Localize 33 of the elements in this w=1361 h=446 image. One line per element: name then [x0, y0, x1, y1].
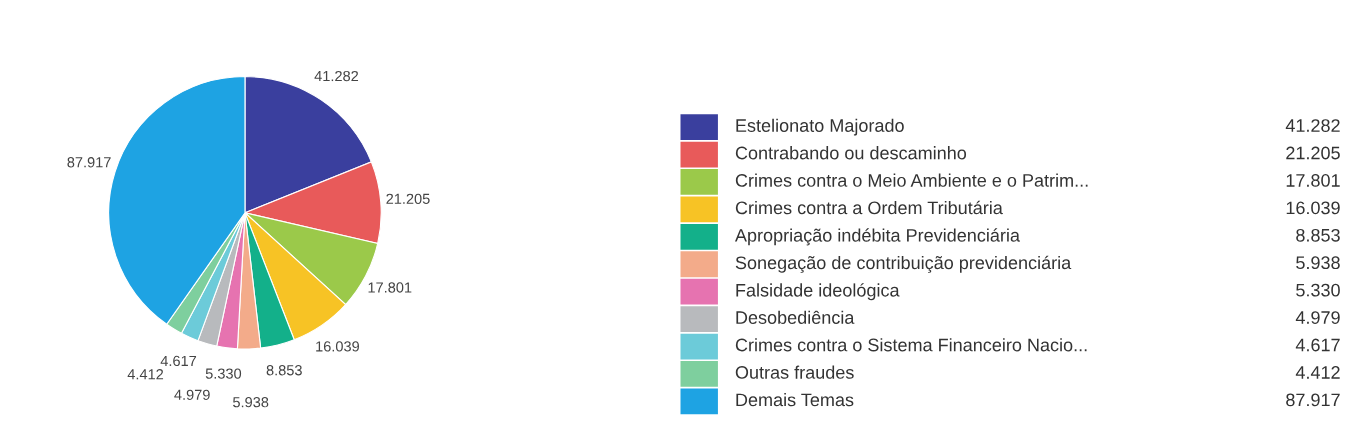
legend-label: Desobediência — [736, 310, 855, 324]
text: 87.917 — [1286, 393, 1340, 407]
text: 4.979 — [1295, 311, 1340, 324]
legend-label: Apropriação indébita Previdenciária — [734, 228, 1020, 246]
text: 16.039 — [1286, 201, 1340, 215]
data-label: 17.801 — [368, 282, 412, 293]
data-label: 8.853 — [266, 365, 302, 376]
legend-label: Demais Temas — [736, 392, 854, 407]
text: 41.282 — [1285, 119, 1340, 132]
data-label: 4.412 — [127, 369, 164, 380]
text: 21.205 — [1286, 146, 1340, 160]
legend-label: Falsidade ideológica — [736, 283, 900, 301]
text: 8.853 — [1296, 228, 1340, 242]
legend-label: Crimes contra o Meio Ambiente e o Patrim... — [735, 173, 1088, 187]
legend-label: Crimes contra a Ordem Tributária — [735, 200, 1003, 215]
legend-label: Sonegação de contribuição previdenciária — [735, 255, 1072, 273]
data-label: 41.282 — [314, 70, 359, 82]
legend-label: Estelionato Majorado — [736, 118, 904, 136]
text: 4.617 — [1295, 338, 1340, 352]
text: 5.938 — [1296, 256, 1340, 270]
text: 17.801 — [1286, 174, 1340, 187]
legend-label: Outras fraudes — [735, 365, 854, 379]
text: 5.330 — [1296, 283, 1340, 297]
data-label: 5.938 — [233, 397, 269, 408]
data-label: 4.617 — [160, 355, 197, 367]
data-label: 87.917 — [67, 157, 111, 168]
text: 4.412 — [1295, 366, 1340, 379]
legend-label: Crimes contra o Sistema Financeiro Nacio... — [735, 338, 1087, 352]
data-label: 21.205 — [386, 193, 430, 204]
data-label: 4.979 — [174, 389, 210, 400]
data-label: 5.330 — [205, 368, 242, 379]
legend-label: Contrabando ou descaminho — [735, 146, 967, 160]
data-label: 16.039 — [316, 341, 359, 352]
